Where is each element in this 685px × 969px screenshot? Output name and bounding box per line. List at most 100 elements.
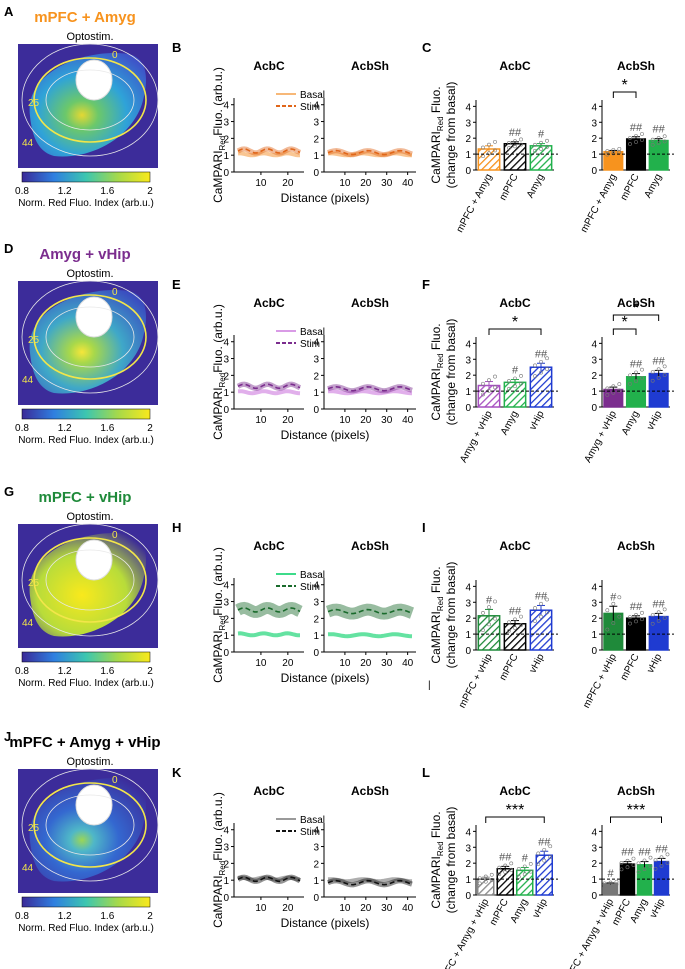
data-point xyxy=(640,610,644,615)
data-point xyxy=(493,385,497,390)
significance-star: * xyxy=(512,314,518,331)
data-point xyxy=(539,370,543,375)
bar-x-label: Amyg xyxy=(509,897,531,925)
y-tick: 4 xyxy=(223,826,229,837)
panel-letter: J xyxy=(4,729,11,744)
bar-x-label: vHip xyxy=(528,652,547,675)
roi-label: 44 xyxy=(22,618,34,629)
data-point xyxy=(519,137,523,142)
y-tick: 4 xyxy=(591,339,597,350)
bar-chart-acbsh: AcbSh 0 1 2 3 4 Amyg + vHip ## Amyg ## vHip * * xyxy=(583,296,674,465)
data-point xyxy=(628,373,632,378)
colorbar xyxy=(21,896,151,908)
data-point xyxy=(507,146,511,150)
y-tick: 1 xyxy=(223,876,229,887)
y-tick: 1 xyxy=(313,876,319,887)
data-point xyxy=(542,858,547,863)
y-tick: 1 xyxy=(591,630,597,641)
data-point xyxy=(653,858,658,863)
data-point xyxy=(640,376,644,381)
significance-hash: ## xyxy=(538,836,551,848)
basal-band xyxy=(327,389,413,396)
x-tick: 10 xyxy=(255,903,267,914)
significance-hash: ## xyxy=(655,843,668,855)
significance-hash: ## xyxy=(509,127,522,139)
roi-contour xyxy=(45,549,135,611)
data-point xyxy=(628,615,632,620)
y-tick: 4 xyxy=(591,582,597,593)
x-tick: 30 xyxy=(381,903,393,914)
y-tick: 0 xyxy=(591,403,597,414)
significance-hash: ## xyxy=(499,851,512,863)
data-point xyxy=(533,142,537,147)
roi-label: 44 xyxy=(22,375,34,386)
data-point xyxy=(545,144,549,149)
data-point xyxy=(662,364,667,369)
y-tick: 0 xyxy=(313,405,319,416)
colorbar-tick: 2 xyxy=(147,186,153,197)
data-point xyxy=(617,382,622,387)
y-tick: 2 xyxy=(591,371,597,382)
y-tick: 3 xyxy=(591,118,597,129)
data-point xyxy=(507,629,511,633)
bar-y-axis-label-2: (change from basal) xyxy=(444,807,458,914)
line-chart-acbsh: AcbSh 0 1 2 3 4 10 20 30 40 xyxy=(313,784,416,914)
bar-y-axis-label: CaMPARIRed Fluo. xyxy=(429,566,445,663)
x-tick: 20 xyxy=(360,178,372,189)
bar xyxy=(529,609,553,651)
data-point xyxy=(650,613,655,618)
x-axis-label: Distance (pixels) xyxy=(281,916,370,930)
chart-title: AcbSh xyxy=(617,296,655,310)
roi-contour xyxy=(33,537,147,623)
data-point xyxy=(648,864,653,869)
y-tick: 3 xyxy=(313,598,319,609)
data-point xyxy=(539,146,543,151)
panel-letter: F xyxy=(422,277,430,292)
chart-title: AcbSh xyxy=(351,296,389,310)
optostim-label: Optostim. xyxy=(66,31,113,43)
basal-band xyxy=(237,151,300,158)
y-tick: 2 xyxy=(465,134,471,145)
bar-x-label: vHip xyxy=(528,409,547,432)
data-point xyxy=(528,869,533,874)
chart-title: AcbSh xyxy=(351,784,389,798)
roi-contour xyxy=(33,57,147,143)
chart-title: AcbC xyxy=(253,539,285,553)
significance-bracket xyxy=(485,816,545,823)
y-tick: 2 xyxy=(465,614,471,625)
significance-bracket xyxy=(610,816,662,823)
anterior-commissure xyxy=(75,59,113,101)
x-axis-label: Distance (pixels) xyxy=(281,191,370,205)
x-tick: 10 xyxy=(339,658,351,669)
colorbar-tick: 1.2 xyxy=(58,666,72,677)
bar-x-label: mPFC xyxy=(498,172,521,202)
row-title: mPFC + Amyg xyxy=(34,9,136,26)
bar-chart-acbc: AcbC 0 1 2 3 4 Amyg + vHip # Amyg ## vHip * xyxy=(458,296,558,465)
data-point xyxy=(545,367,549,371)
data-point xyxy=(519,623,523,628)
data-point xyxy=(634,613,638,617)
bar-x-label: Amyg + vHip xyxy=(458,409,495,465)
data-point xyxy=(533,606,537,610)
bar-x-label: mPFC + Amyg + vHip xyxy=(561,897,616,969)
legend-stim: Stim xyxy=(300,827,320,838)
colorbar-tick: 1.6 xyxy=(100,911,114,922)
data-point xyxy=(628,136,632,140)
data-point xyxy=(536,862,541,867)
y-tick: 3 xyxy=(223,355,229,366)
x-tick: 30 xyxy=(381,658,393,669)
data-point xyxy=(545,138,549,143)
significance-hash: ## xyxy=(630,122,643,134)
data-point xyxy=(611,148,616,152)
anterior-commissure xyxy=(75,539,113,581)
colorbar-tick: 1.2 xyxy=(58,911,72,922)
data-point xyxy=(619,861,624,865)
stray-mark: | xyxy=(428,680,431,691)
y-tick: 0 xyxy=(465,403,471,414)
data-point xyxy=(522,872,527,877)
data-point xyxy=(533,619,537,623)
bar-x-label: mPFC + Amyg xyxy=(455,172,495,234)
bar xyxy=(625,376,647,408)
